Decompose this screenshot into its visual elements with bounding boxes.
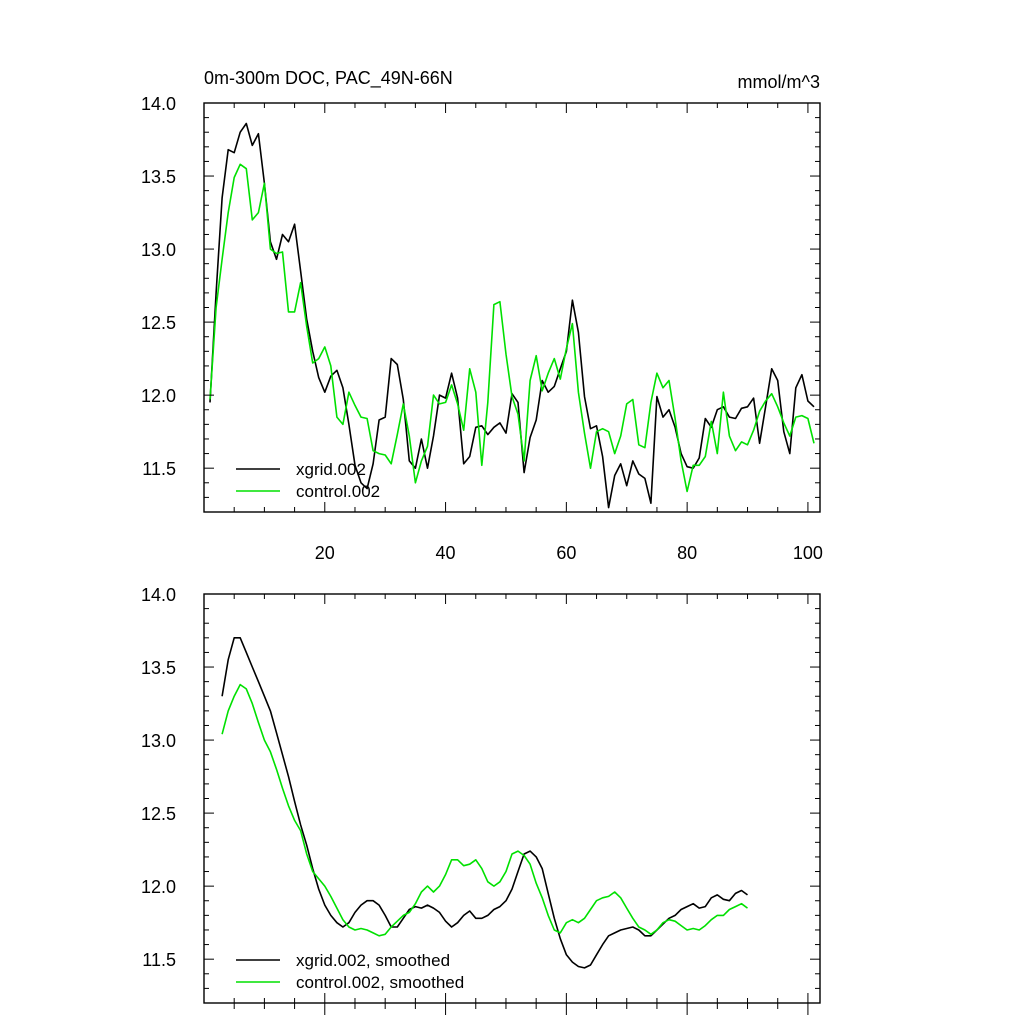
units-label: mmol/m^3	[738, 72, 820, 92]
x-tick-label: 80	[677, 543, 697, 563]
y-tick-label: 11.5	[142, 950, 176, 970]
legend-label-control-smoothed: control.002, smoothed	[296, 973, 464, 992]
y-tick-label: 13.0	[141, 731, 176, 751]
y-tick-label: 12.0	[141, 386, 176, 406]
y-tick-label: 14.0	[141, 94, 176, 114]
y-tick-label: 14.0	[141, 585, 176, 605]
y-tick-label: 12.5	[141, 313, 176, 333]
series-line-control-002	[209, 163, 815, 493]
x-tick-label: 20	[315, 543, 335, 563]
x-tick-label: 60	[556, 543, 576, 563]
plot-frame	[203, 102, 821, 513]
legend: xgrid.002 control.002	[236, 460, 380, 501]
chart-title: 0m-300m DOC, PAC_49N-66N	[204, 68, 453, 89]
bottom-panel: 11.5 12.0 12.5 13.0 13.5 14.0 xgrid.002, smoo…	[141, 585, 821, 1015]
y-tick-label: 12.5	[141, 804, 176, 824]
legend: xgrid.002, smoothed control.002, smoothe…	[236, 951, 464, 992]
y-tick-label: 13.0	[141, 240, 176, 260]
y-tick-label: 13.5	[141, 167, 176, 187]
series-line-xgrid-002	[209, 122, 815, 509]
y-tick-label: 11.5	[142, 459, 176, 479]
legend-label-control: control.002	[296, 482, 380, 501]
y-tick-label: 12.0	[141, 877, 176, 897]
series-line-xgrid-002-smoothed	[221, 636, 748, 969]
series-line-control-002-smoothed	[221, 683, 748, 937]
top-panel: 0m-300m DOC, PAC_49N-66N mmol/m^3 11.5 12…	[141, 68, 823, 563]
y-tick-label: 13.5	[141, 658, 176, 678]
legend-label-xgrid: xgrid.002	[296, 460, 366, 479]
plot-frame	[203, 593, 821, 1004]
x-tick-label: 100	[793, 543, 823, 563]
x-tick-label: 40	[436, 543, 456, 563]
legend-label-xgrid-smoothed: xgrid.002, smoothed	[296, 951, 450, 970]
